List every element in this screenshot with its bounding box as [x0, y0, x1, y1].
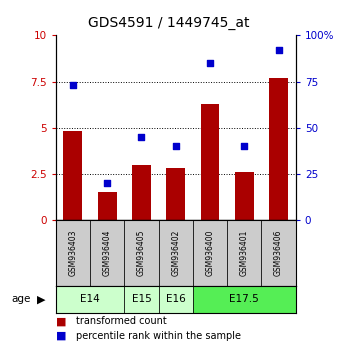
Point [104, 181, 110, 186]
Text: transformed count: transformed count [76, 316, 167, 326]
Bar [166, 169, 185, 220]
Bar [56, 220, 90, 286]
Bar [201, 104, 219, 220]
Bar [235, 172, 254, 220]
Bar [159, 220, 193, 286]
Text: ■: ■ [56, 331, 66, 341]
Bar [56, 286, 124, 313]
Text: GSM936405: GSM936405 [137, 230, 146, 276]
Point [173, 143, 178, 149]
Point [207, 60, 213, 66]
Text: GSM936400: GSM936400 [206, 230, 215, 276]
Text: GSM936402: GSM936402 [171, 230, 180, 276]
Text: GSM936403: GSM936403 [68, 230, 77, 276]
Text: ▶: ▶ [37, 294, 46, 304]
Bar [90, 220, 124, 286]
Bar [262, 220, 296, 286]
Text: GSM936404: GSM936404 [103, 230, 112, 276]
Text: E16: E16 [166, 294, 186, 304]
Bar [159, 286, 193, 313]
Text: E15: E15 [131, 294, 151, 304]
Point [70, 82, 76, 88]
Text: percentile rank within the sample: percentile rank within the sample [76, 331, 241, 341]
Point [276, 47, 281, 53]
Text: age: age [12, 294, 31, 304]
Bar [64, 131, 82, 220]
Bar [124, 220, 159, 286]
Point [139, 134, 144, 140]
Text: GDS4591 / 1449745_at: GDS4591 / 1449745_at [88, 16, 250, 30]
Text: ■: ■ [56, 316, 66, 326]
Bar [98, 193, 117, 220]
Bar [193, 220, 227, 286]
Bar [132, 165, 151, 220]
Point [242, 143, 247, 149]
Text: GSM936401: GSM936401 [240, 230, 249, 276]
Bar [193, 286, 296, 313]
Bar [227, 220, 262, 286]
Text: GSM936406: GSM936406 [274, 230, 283, 276]
Bar [269, 78, 288, 220]
Bar [124, 286, 159, 313]
Text: E17.5: E17.5 [230, 294, 259, 304]
Text: E14: E14 [80, 294, 100, 304]
